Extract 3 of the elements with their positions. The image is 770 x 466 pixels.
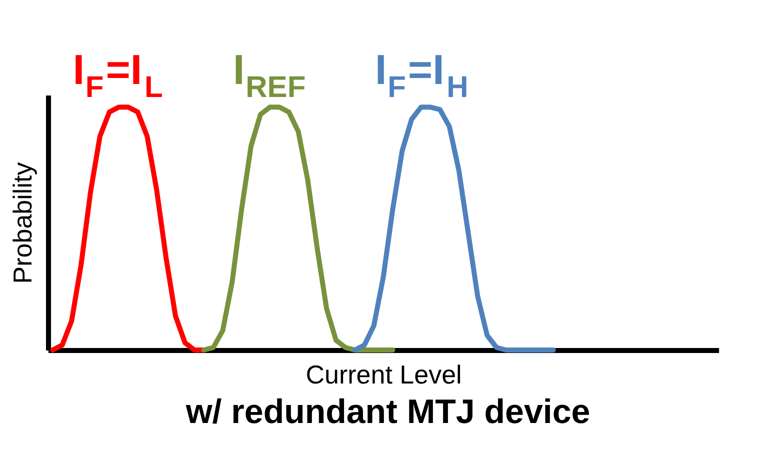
x-axis-title: Current Level: [306, 360, 462, 390]
y-axis-title: Probability: [8, 162, 38, 284]
text: w/ redundant MTJ device: [184, 393, 590, 431]
